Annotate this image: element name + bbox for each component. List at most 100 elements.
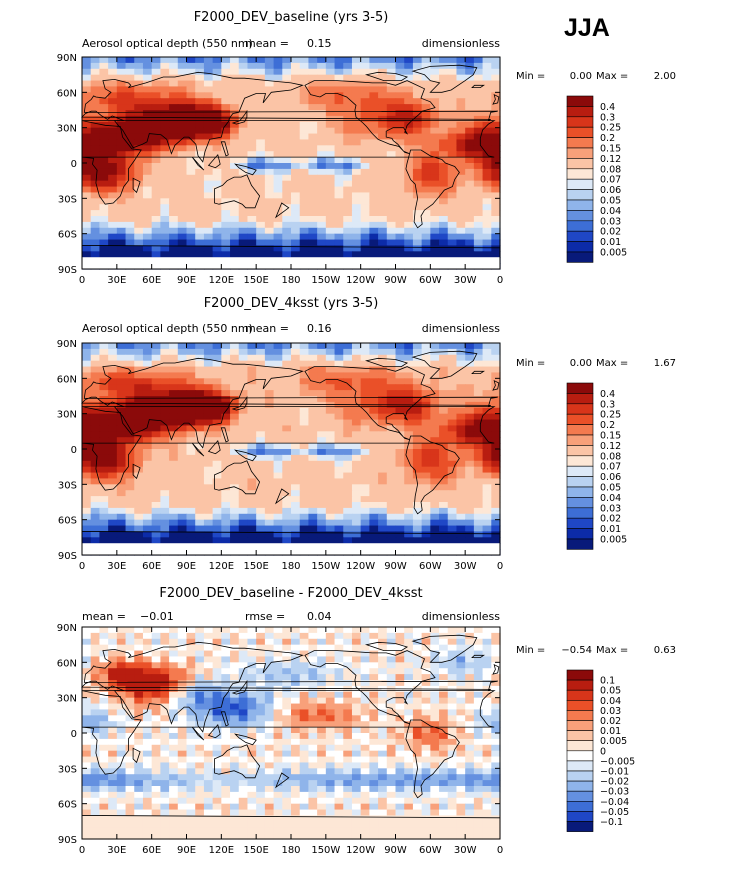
field-cell — [387, 396, 396, 402]
field-cell — [474, 425, 483, 431]
field-cell — [221, 57, 230, 63]
field-cell — [343, 745, 352, 751]
field-cell — [396, 372, 405, 378]
field-cell — [126, 645, 135, 651]
field-cell — [99, 751, 108, 757]
field-cell — [396, 157, 405, 163]
field-cell — [187, 490, 196, 496]
field-cell — [413, 467, 422, 473]
field-cell — [187, 633, 196, 639]
field-cell — [143, 656, 152, 662]
field-cell — [378, 192, 387, 198]
field-cell — [99, 639, 108, 645]
field-cell — [326, 531, 335, 537]
field-cell — [230, 455, 239, 461]
field-cell — [169, 181, 178, 187]
field-cell — [213, 116, 222, 122]
field-cell — [396, 245, 405, 251]
field-cell — [178, 198, 187, 204]
field-cell — [247, 75, 256, 81]
field-cell — [396, 187, 405, 193]
field-cell — [361, 367, 370, 373]
field-cell — [230, 526, 239, 532]
field-cell — [282, 467, 291, 473]
field-cell — [160, 431, 169, 437]
field-cell — [265, 698, 274, 704]
field-cell — [291, 390, 300, 396]
field-cell — [152, 490, 161, 496]
field-cell — [448, 449, 457, 455]
field-cell — [221, 739, 230, 745]
field-cell — [265, 104, 274, 110]
field-cell — [143, 216, 152, 222]
field-cell — [430, 134, 439, 140]
field-cell — [239, 727, 248, 733]
field-cell — [169, 81, 178, 87]
field-cell — [247, 139, 256, 145]
field-cell — [91, 751, 100, 757]
field-cell — [317, 467, 326, 473]
field-cell — [99, 537, 108, 543]
field-cell — [247, 698, 256, 704]
field-cell — [343, 514, 352, 520]
field-cell — [430, 745, 439, 751]
field-cell — [474, 461, 483, 467]
field-cell — [352, 210, 361, 216]
field-cell — [91, 768, 100, 774]
field-cell — [326, 163, 335, 169]
field-cell — [274, 774, 283, 780]
field-cell — [178, 349, 187, 355]
field-cell — [430, 698, 439, 704]
field-cell — [160, 210, 169, 216]
field-cell — [474, 163, 483, 169]
mean-label: mean = — [245, 322, 289, 335]
field-cell — [352, 455, 361, 461]
field-cell — [343, 490, 352, 496]
field-cell — [256, 169, 265, 175]
field-cell — [378, 774, 387, 780]
field-cell — [404, 378, 413, 384]
field-cell — [448, 537, 457, 543]
field-cell — [326, 461, 335, 467]
field-cell — [456, 216, 465, 222]
field-cell — [369, 204, 378, 210]
field-cell — [352, 686, 361, 692]
field-cell — [369, 104, 378, 110]
field-cell — [326, 134, 335, 140]
field-cell — [308, 390, 317, 396]
field-cell — [169, 110, 178, 116]
field-cell — [213, 680, 222, 686]
field-cell — [143, 537, 152, 543]
field-cell — [404, 680, 413, 686]
field-cell — [117, 372, 126, 378]
field-cell — [439, 198, 448, 204]
field-cell — [178, 343, 187, 349]
field-cell — [82, 733, 91, 739]
field-cell — [326, 692, 335, 698]
field-cell — [178, 139, 187, 145]
colorbar-swatch — [567, 466, 593, 476]
field-cell — [265, 455, 274, 461]
field-cell — [108, 537, 117, 543]
field-cell — [404, 181, 413, 187]
field-cell — [317, 192, 326, 198]
field-cell — [343, 128, 352, 134]
field-cell — [448, 210, 457, 216]
field-cell — [134, 122, 143, 128]
field-cell — [82, 455, 91, 461]
field-cell — [230, 372, 239, 378]
field-cell — [317, 57, 326, 63]
field-cell — [335, 169, 344, 175]
field-cell — [430, 222, 439, 228]
field-cell — [169, 662, 178, 668]
field-cell — [178, 396, 187, 402]
field-cell — [465, 484, 474, 490]
y-tick-label: 90N — [57, 53, 77, 64]
field-cell — [439, 461, 448, 467]
field-cell — [396, 656, 405, 662]
field-cell — [361, 396, 370, 402]
field-cell — [126, 92, 135, 98]
field-cell — [317, 520, 326, 526]
field-cell — [282, 656, 291, 662]
field-cell — [404, 420, 413, 426]
